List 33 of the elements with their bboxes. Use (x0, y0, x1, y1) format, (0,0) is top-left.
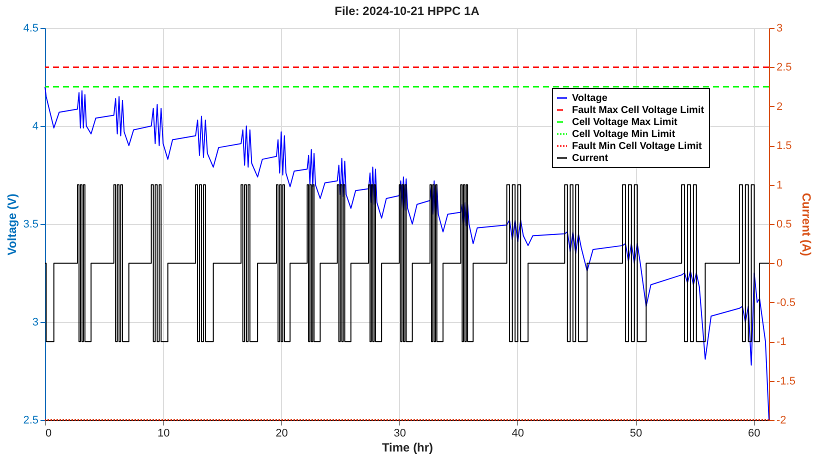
y-tick-label: 3 (32, 316, 38, 328)
x-tick-label: 50 (630, 428, 642, 440)
legend-label: Voltage (572, 93, 608, 104)
x-tick-label: 30 (394, 428, 406, 440)
y2-tick-label: 2 (776, 100, 783, 113)
y2-tick-label: 0.5 (776, 218, 792, 230)
x-axis-title: Time (hr) (382, 440, 434, 454)
y2-tick-label: 2.5 (776, 62, 792, 74)
y-tick-label: 2.5 (23, 414, 38, 426)
y2-tick-label: 1.5 (776, 140, 792, 152)
x-tick-label: 40 (512, 428, 524, 440)
x-tick-label: 20 (276, 428, 288, 440)
y-axis-title: Voltage (V) (5, 194, 20, 256)
y2-tick-label: -1.5 (776, 375, 796, 388)
y-tick-label: 3.5 (23, 218, 38, 230)
y2-tick-label: 1 (776, 179, 783, 192)
y-tick-label: 4 (32, 120, 38, 132)
legend-label: Cell Voltage Max Limit (572, 117, 678, 128)
y2-tick-label: 0 (776, 258, 783, 270)
y2-axis-title: Current (A) (799, 192, 814, 256)
y2-tick-label: -1 (776, 336, 786, 348)
y2-tick-label: -2 (776, 414, 786, 426)
x-tick-label: 0 (46, 428, 52, 440)
y2-tick-label: -0.5 (776, 296, 796, 309)
legend-label: Current (572, 153, 609, 164)
legend-label: Fault Min Cell Voltage Limit (572, 141, 702, 152)
y-tick-label: 4.5 (23, 22, 38, 34)
x-tick-label: 60 (748, 428, 760, 440)
legend-label: Cell Voltage Min Limit (572, 129, 676, 140)
x-tick-label: 10 (157, 428, 170, 440)
y2-tick-label: 3 (776, 22, 783, 34)
legend-label: Fault Max Cell Voltage Limit (572, 105, 705, 116)
chart-title: File: 2024-10-21 HPPC 1A (334, 4, 480, 18)
